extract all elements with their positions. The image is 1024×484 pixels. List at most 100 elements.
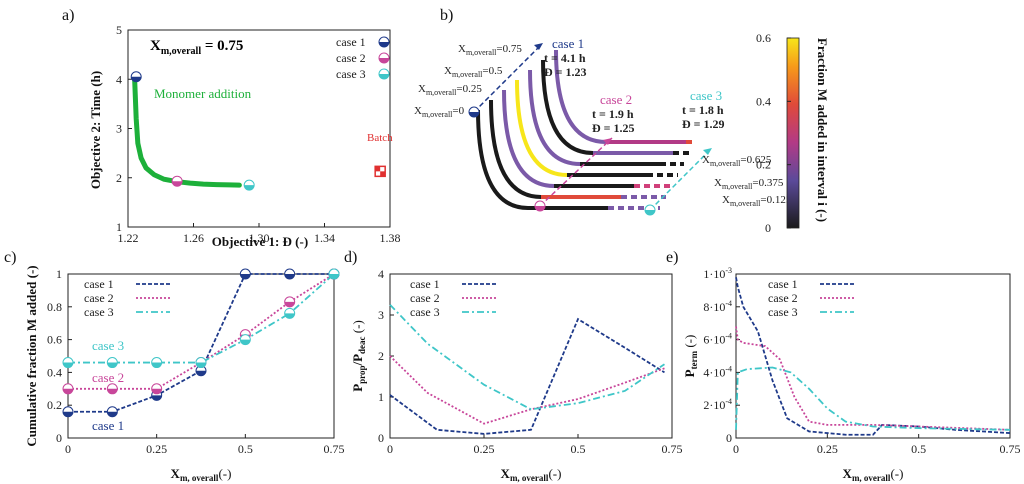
panel-d-xtick-label: 0 — [387, 442, 393, 456]
panel-a-legend-marker-fill — [379, 42, 389, 47]
panel-d-marks — [389, 304, 665, 435]
panel-a-case-2-point — [171, 175, 183, 187]
b-level-label: Xm,overall=0.5 — [444, 65, 503, 79]
panel-a-xtick-label: 1.38 — [380, 231, 401, 245]
panel-c-point-fill — [107, 362, 118, 368]
colorbar-label: Fraction M added in interval i (-) — [815, 38, 830, 222]
panel-c-xtick-label: 0.75 — [324, 442, 345, 456]
panel-d-label: d) — [344, 249, 357, 266]
panel-d-ticks: 0 0.25 0.5 0.75 0 1 2 3 4 — [378, 267, 683, 456]
panel-c-point — [328, 268, 340, 280]
b-level-label: Xm,overall=0 — [414, 105, 465, 119]
b-curve-segment — [515, 79, 568, 177]
batch-label: Batch — [367, 132, 393, 144]
panel-c-point-fill — [240, 339, 251, 345]
panel-d-xtick-label: 0.75 — [662, 442, 683, 456]
panel-c-point — [239, 334, 251, 346]
panel-a-xtick-label: 1.30 — [249, 231, 270, 245]
panel-e-ytick-label: 6·10-4 — [703, 332, 732, 347]
panel-e-ylabel: Pterm (-) — [682, 335, 699, 378]
panel-d-ytick-label: 1 — [378, 390, 384, 404]
b-case-name: case 3 — [690, 88, 722, 103]
panel-a-header: Xm,overall = 0.75 — [150, 38, 243, 57]
panel-c-ytick-label: 0.2 — [47, 398, 62, 412]
panel-c-point — [106, 383, 118, 395]
batch-point-fill-b — [380, 171, 386, 177]
colorbar-tick-label: 0 — [765, 221, 771, 235]
b-case-dispersity: Đ = 1.23 — [544, 65, 587, 79]
b-case-2-marker-fill — [535, 206, 545, 211]
panel-c-point — [62, 357, 74, 369]
b-case-name: case 1 — [552, 36, 584, 51]
b-case-name: case 2 — [600, 92, 632, 107]
panel-e-ytick-label: 1·10-3 — [703, 266, 732, 281]
b-curve-segment — [476, 109, 529, 210]
panel-d-series-3 — [389, 304, 665, 411]
panel-a-xtick-label: 1.34 — [314, 231, 335, 245]
panel-e-legend-label: case 1 — [768, 277, 798, 291]
b-level-label: Xm,overall=0.75 — [458, 43, 522, 57]
b-case-3-marker-fill — [645, 210, 655, 215]
panel-d-ylabel: Pprop/Pdeac (-) — [350, 320, 367, 392]
panel-c-point-fill — [151, 388, 162, 394]
panel-d-legend-label: case 2 — [410, 291, 440, 305]
panel-e-ytick-label: 8·10-4 — [703, 299, 732, 314]
panel-a-case-1-point — [130, 71, 142, 83]
panel-c-point — [284, 307, 296, 319]
panel-c-inline-label: case 3 — [92, 338, 124, 353]
panel-a-ytick-label: 4 — [116, 72, 122, 86]
panel-e-xlabel: Xm, overall(-) — [843, 466, 904, 483]
case-2-arrow — [539, 137, 613, 207]
colorbar-tick-label: 0.4 — [756, 94, 771, 108]
panel-a-xtick-label: 1.26 — [183, 231, 204, 245]
panel-a-ylabel: Objective 2: Time (h) — [88, 71, 103, 189]
panel-a-legend-label: case 3 — [336, 67, 366, 81]
b-level-label: Xm,overall=0.125 — [722, 194, 792, 208]
panel-a-label: a) — [62, 7, 74, 24]
b-case-1-marker — [468, 106, 480, 118]
panel-b-curves — [468, 43, 713, 216]
b-case-time: t = 1.8 h — [682, 103, 724, 117]
panel-e-series-3 — [735, 366, 1011, 431]
panel-c-point-fill — [107, 388, 118, 394]
panel-c-marks — [62, 268, 340, 418]
panel-c-xtick-label: 0.5 — [238, 442, 253, 456]
panel-a-ytick-label: 5 — [116, 23, 122, 37]
panel-c-ytick-label: 0.8 — [47, 300, 62, 314]
panel-c-ytick-label: 0 — [56, 431, 62, 445]
panel-b-level-labels: Xm,overall=0.75 Xm,overall=0.5 Xm,overall=… — [414, 43, 792, 208]
panel-a-xlabel: Objective 1: Đ (-) — [212, 234, 308, 249]
panel-e-label: e) — [666, 249, 678, 266]
panel-a-ticks: 1.22 1.26 1.30 1.34 1.38 1 2 3 4 5 — [116, 23, 401, 245]
colorbar — [786, 37, 800, 229]
panel-c-point-fill — [107, 411, 118, 417]
b-level-label: Xm,overall=0.25 — [418, 83, 482, 97]
b-curve-segment — [528, 69, 581, 166]
case-3-arrow — [649, 147, 713, 211]
panel-c-point-fill — [284, 313, 295, 319]
colorbar-ticks: 0 0.2 0.4 0.6 — [756, 31, 791, 235]
panel-e-plot-frame — [735, 273, 1011, 439]
panel-c-point — [106, 406, 118, 418]
panel-c-point-fill — [284, 274, 295, 279]
panel-c-legend-label: case 3 — [84, 305, 114, 319]
b-case-time: t = 1.9 h — [592, 107, 634, 121]
panel-a-xtick-label: 1.22 — [118, 231, 139, 245]
panel-e-ytick-label: 2·10-4 — [703, 397, 732, 412]
panel-b-label: b) — [440, 7, 453, 24]
panel-c-plot-frame — [67, 273, 335, 439]
panel-a-legend-marker — [378, 36, 390, 48]
panel-c-point-fill — [329, 274, 339, 279]
panel-c-point — [151, 357, 163, 369]
case-3-arrowhead — [703, 148, 712, 155]
panel-a: a) 1.22 1.26 1.30 1.34 1.38 1 2 3 4 5 Xm,overall … — [62, 7, 401, 249]
b-curve-segment — [554, 49, 607, 144]
monomer-addition-front — [132, 74, 242, 188]
b-case-dispersity: Đ = 1.25 — [592, 121, 635, 135]
panel-e-marks — [735, 277, 1011, 436]
b-curve-segment — [489, 99, 542, 199]
